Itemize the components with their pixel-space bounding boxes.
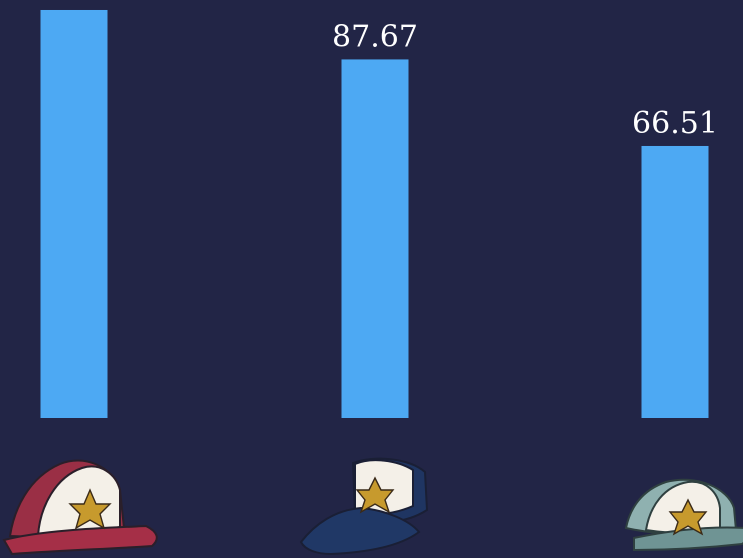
teal-cap-brim	[633, 526, 743, 552]
navy-cap-brim	[299, 506, 421, 556]
navy-cap-icon	[299, 457, 429, 556]
bar-teal-cap	[641, 145, 709, 418]
red-cap-icon	[2, 459, 158, 556]
bar-red-cap	[40, 9, 108, 419]
bars-layer	[40, 9, 709, 419]
teal-cap-emblem	[668, 498, 708, 536]
data-label-teal-cap: 66.51	[632, 106, 718, 141]
value-labels-layer: 99.76 87.67 66.51	[31, 0, 718, 141]
data-label-navy-cap: 87.67	[332, 19, 418, 54]
data-label-red-cap: 99.76	[31, 0, 117, 5]
red-cap-brim	[2, 524, 158, 556]
red-cap-emblem	[68, 488, 112, 530]
teal-cap-icon	[624, 478, 743, 552]
category-icons-layer	[2, 457, 743, 556]
bar-navy-cap	[341, 59, 409, 419]
navy-cap-emblem	[355, 476, 395, 514]
